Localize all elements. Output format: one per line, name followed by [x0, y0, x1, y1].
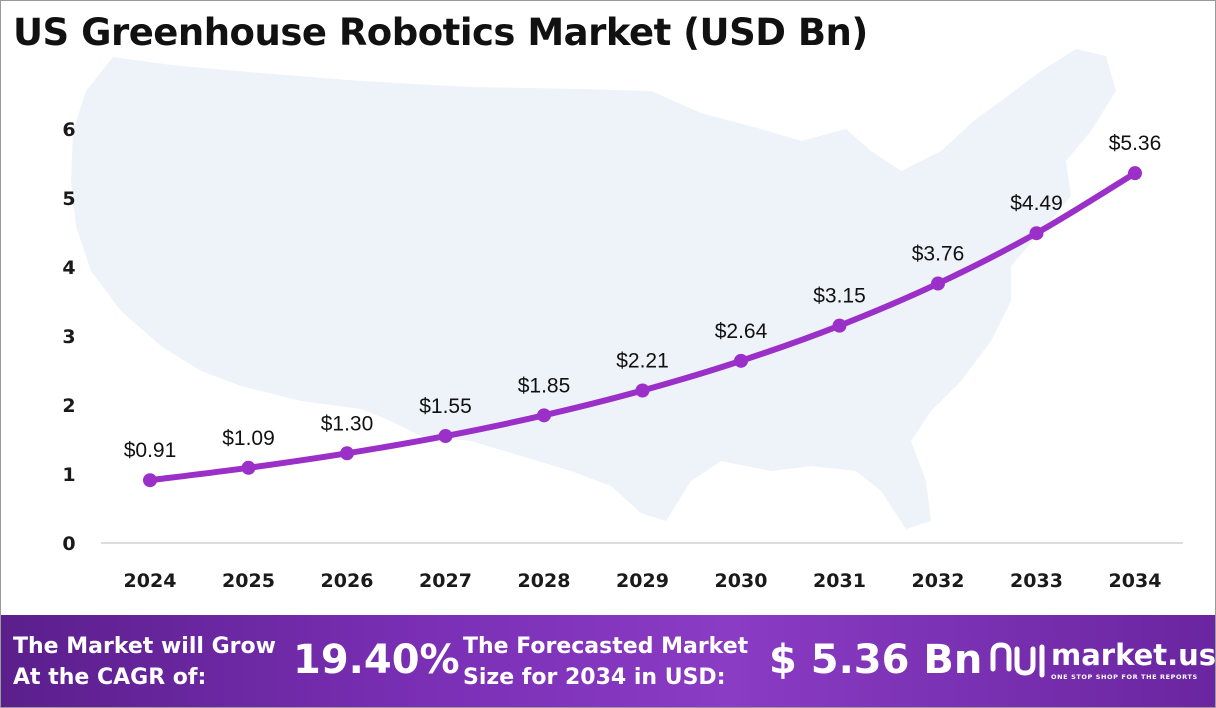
y-tick-label: 1 — [62, 464, 75, 486]
data-label: $2.64 — [715, 320, 768, 343]
x-tick-label: 2024 — [124, 570, 177, 592]
x-tick-label: 2031 — [813, 570, 866, 592]
data-point — [340, 446, 354, 461]
data-label: $1.09 — [222, 427, 275, 450]
x-tick-label: 2025 — [222, 570, 275, 592]
data-point — [931, 276, 945, 291]
forecast-label-line1: The Forecasted Market — [463, 634, 749, 659]
data-point — [1128, 166, 1142, 181]
forecast-label-line2: Size for 2034 in USD: — [463, 665, 726, 690]
x-tick-label: 2030 — [715, 570, 768, 592]
chart-canvas: 0 1 2 3 4 5 6 2024 2025 2026 2027 2028 2029 2030 2031… — [62, 49, 1183, 592]
data-label: $0.91 — [124, 439, 177, 462]
data-point — [241, 460, 256, 475]
cagr-label-line2: At the CAGR of: — [13, 665, 207, 690]
data-label: $1.30 — [321, 412, 374, 435]
x-tick-label: 2028 — [518, 570, 571, 592]
data-label: $1.85 — [518, 374, 571, 397]
y-tick-label: 5 — [62, 188, 75, 210]
chart-title: US Greenhouse Robotics Market (USD Bn) — [13, 11, 868, 54]
x-tick-label: 2034 — [1109, 570, 1162, 592]
brand-name: market.us — [1051, 638, 1216, 672]
data-point — [832, 318, 847, 333]
y-tick-label: 3 — [62, 326, 75, 348]
x-tick-label: 2026 — [321, 570, 374, 592]
y-tick-label: 0 — [62, 533, 75, 555]
market-us-logo-icon — [990, 642, 1045, 678]
data-point — [734, 353, 748, 368]
forecast-value: $ 5.36 Bn — [769, 637, 983, 683]
x-tick-label: 2033 — [1010, 570, 1063, 592]
data-point — [143, 473, 157, 488]
data-label: $3.15 — [813, 285, 866, 308]
us-map-background — [71, 49, 1116, 529]
data-label: $1.55 — [419, 395, 472, 418]
data-label: $2.21 — [616, 350, 669, 373]
cagr-label-line1: The Market will Grow — [13, 634, 276, 659]
data-point — [635, 383, 650, 398]
y-tick-label: 4 — [62, 257, 75, 279]
y-tick-label: 2 — [62, 395, 75, 417]
data-label: $5.36 — [1109, 132, 1162, 155]
data-point — [1029, 226, 1044, 241]
x-tick-label: 2029 — [616, 570, 669, 592]
y-tick-label: 6 — [62, 119, 75, 141]
x-tick-label: 2027 — [419, 570, 472, 592]
brand-tagline: ONE STOP SHOP FOR THE REPORTS — [1051, 673, 1198, 681]
data-label: $3.76 — [912, 243, 965, 266]
data-point — [438, 429, 453, 444]
cagr-value: 19.40% — [293, 637, 460, 683]
footer-banner: The Market will Grow At the CAGR of: 19.… — [1, 615, 1215, 707]
cagr-label: The Market will Grow At the CAGR of: — [13, 631, 276, 693]
forecast-label: The Forecasted Market Size for 2034 in U… — [463, 631, 748, 693]
brand-logo[interactable]: market.us ONE STOP SHOP FOR THE REPORTS — [989, 638, 1216, 683]
data-point — [537, 408, 551, 423]
data-label: $4.49 — [1010, 192, 1063, 215]
x-tick-label: 2032 — [912, 570, 965, 592]
